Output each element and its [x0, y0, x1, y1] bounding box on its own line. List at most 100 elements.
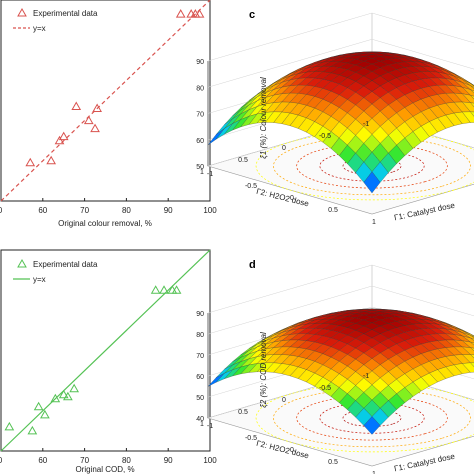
z-tick-label-c: 80 — [196, 85, 204, 92]
z-tick-label-d: 50 — [196, 395, 204, 402]
panel-label-d: d — [249, 259, 256, 271]
x-tick-label-c: -0.5 — [245, 183, 257, 190]
surface-grid-line-d — [207, 264, 474, 314]
z-tick-label-d: 70 — [196, 353, 204, 360]
y-tick-label-c: -0.5 — [319, 133, 331, 140]
z-tick-label-c: 50 — [196, 164, 204, 171]
floor-contour-d — [296, 395, 448, 441]
data-point-colour — [175, 9, 186, 18]
surface-grid-line-c — [207, 38, 474, 88]
plot-frame-colour — [0, 0, 211, 202]
surface-cell-d — [363, 416, 381, 435]
x-tick-label-cod: 60 — [38, 456, 47, 465]
data-point-cod — [27, 425, 38, 435]
panel-label-c: c — [249, 9, 255, 21]
surface-grid-line-d — [207, 285, 474, 335]
scatter-panel-cod: Experimental data y=x 60 70 80 90 100 0 Orig… — [0, 249, 217, 474]
x-tick-partial-colour: 0 — [0, 206, 3, 215]
surface-ticks-c: 50 60 70 80 90 -1 -0.5 0 0.5 1 1 0.5 0 -0.5 -1 — [196, 59, 376, 226]
x-tick-label-d: 0.5 — [328, 459, 338, 466]
floor-contour-c — [255, 131, 474, 201]
plot-frame-cod — [0, 249, 211, 452]
floor-contour-c — [296, 143, 448, 189]
series-line-yx-cod — [0, 249, 211, 452]
x-tick-label-d: 0 — [290, 447, 294, 454]
legend-label-experimental-cod: Experimental data — [33, 260, 98, 269]
legend-marker-experimental-colour — [17, 7, 27, 17]
x-tick-label-colour: 100 — [203, 206, 217, 215]
legend-label-yx-cod: y=x — [33, 275, 46, 284]
y-tick-label-d: -0.5 — [319, 385, 331, 392]
surface-ticks-d: 40 50 60 70 80 90 -1 -0.5 0 0.5 1 1 0.5 0 -0.5 -1 — [196, 311, 376, 474]
scatter-marks-cod — [0, 249, 211, 452]
x-tick-partial-cod: 0 — [0, 456, 3, 465]
y-tick-label-c: 0 — [282, 145, 286, 152]
data-point-colour — [25, 157, 36, 167]
x-tick-label-colour: 70 — [80, 206, 89, 215]
x-ticks-cod: 60 70 80 90 100 — [38, 448, 217, 465]
x-tick-label-d: -1 — [207, 423, 213, 430]
surface-cell-c — [363, 171, 381, 194]
data-point-cod — [50, 393, 61, 403]
legend-label-yx-colour: y=x — [33, 24, 46, 33]
x-tick-label-c: 0.5 — [328, 207, 338, 214]
floor-contour-d — [255, 383, 474, 453]
data-point-cod — [69, 383, 80, 393]
x-tick-label-d: -0.5 — [245, 435, 257, 442]
y-tick-label-c: 1 — [200, 169, 204, 176]
data-point-cod — [4, 421, 15, 431]
data-point-cod — [150, 285, 161, 294]
data-point-colour — [71, 101, 82, 111]
x-tick-label-colour: 80 — [122, 206, 131, 215]
surface-panel-d: d 40 50 60 70 80 90 -1 -0.5 0 0.5 1 1 0.5 0 -0.5 -1 ξ2 … — [196, 259, 474, 474]
series-line-yx-colour — [0, 0, 211, 202]
floor-contour-c — [319, 150, 425, 182]
scatter-panel-colour: Experimental data y=x 60 70 80 90 100 0 Orig… — [0, 0, 217, 228]
data-point-cod — [40, 409, 50, 419]
z-axis-label-c: ξ1 (%): Colour removal — [259, 77, 268, 159]
data-point-cod — [58, 389, 69, 399]
x-tick-label-cod: 90 — [164, 456, 173, 465]
x-tick-label-colour: 90 — [164, 206, 173, 215]
surface-panel-c: c 50 60 70 80 90 -1 -0.5 0 0.5 1 1 0.5 0 -0.5 -1 ξ1 (%… — [196, 9, 474, 226]
x-tick-label-c: 0 — [290, 195, 294, 202]
data-point-colour — [46, 155, 57, 165]
x-tick-label-c: 1 — [372, 219, 376, 226]
x-axis-label-cod: Original COD, % — [75, 465, 134, 474]
surface-grid-line-d — [207, 306, 474, 356]
y-tick-label-c: 0.5 — [238, 157, 248, 164]
data-point-colour — [58, 131, 69, 141]
x-tick-label-colour: 60 — [38, 206, 47, 215]
x-ticks-colour: 60 70 80 90 100 — [38, 198, 217, 215]
y-tick-label-c: -1 — [363, 121, 369, 128]
z-tick-label-d: 40 — [196, 416, 204, 423]
legend-label-experimental-colour: Experimental data — [33, 9, 98, 18]
x-tick-label-c: -1 — [207, 171, 213, 178]
data-point-colour — [194, 9, 205, 18]
surface-grid-line-c — [207, 12, 474, 62]
y-tick-label-d: -1 — [363, 373, 369, 380]
z-tick-label-d: 60 — [196, 374, 204, 381]
y-tick-label-d: 1 — [200, 421, 204, 428]
floor-contour-d — [319, 402, 425, 434]
z-tick-label-d: 90 — [196, 311, 204, 318]
floor-contour-d — [273, 388, 471, 448]
z-tick-label-c: 90 — [196, 59, 204, 66]
data-point-colour — [90, 123, 100, 133]
x-tick-label-cod: 100 — [203, 456, 217, 465]
legend-colour: Experimental data y=x — [13, 7, 98, 33]
surface-mesh-c — [207, 51, 474, 194]
z-tick-label-c: 70 — [196, 112, 204, 119]
x-tick-label-cod: 70 — [80, 456, 89, 465]
legend-marker-experimental-cod — [17, 258, 27, 268]
data-point-cod — [63, 391, 73, 401]
data-point-cod — [159, 285, 169, 294]
surface-mesh-d — [207, 308, 474, 435]
y-tick-label-d: 0.5 — [238, 409, 248, 416]
z-tick-label-c: 60 — [196, 138, 204, 145]
data-point-colour — [92, 103, 103, 113]
x-axis-label-colour: Original colour removal, % — [58, 219, 152, 228]
x-tick-label-d: 1 — [372, 471, 376, 474]
z-tick-label-d: 80 — [196, 332, 204, 339]
